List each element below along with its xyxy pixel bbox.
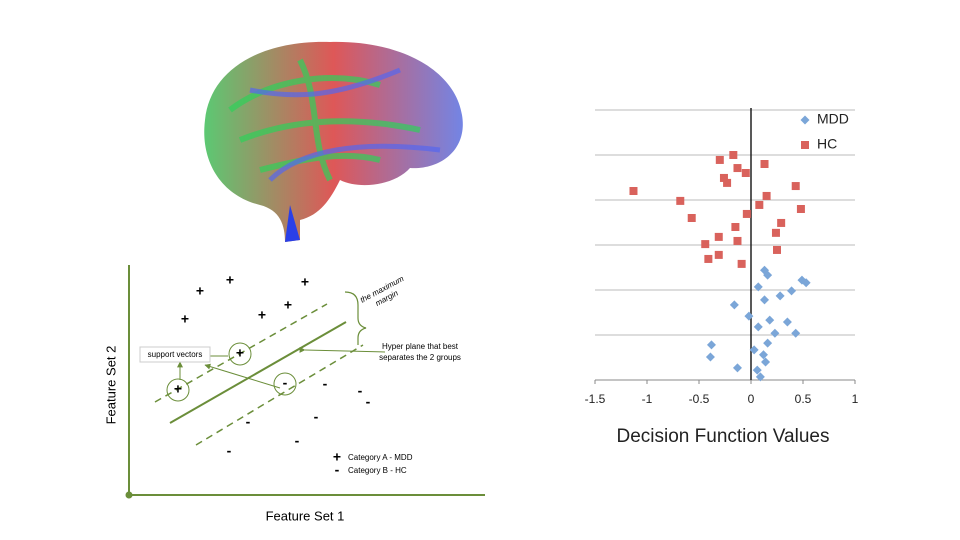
legend-text: Category A - MDD xyxy=(348,453,413,462)
point xyxy=(723,178,732,187)
point xyxy=(742,209,751,218)
point xyxy=(787,286,797,296)
point xyxy=(629,187,638,195)
svg-text:+: + xyxy=(181,311,189,327)
point xyxy=(801,278,811,288)
point xyxy=(704,254,713,263)
point xyxy=(760,295,770,305)
svg-text:-: - xyxy=(246,414,251,430)
svg-text:+: + xyxy=(196,283,204,299)
point xyxy=(782,317,792,327)
point xyxy=(733,236,742,245)
point xyxy=(760,160,769,168)
svg-text:-: - xyxy=(323,376,328,392)
point xyxy=(744,311,754,321)
point xyxy=(791,182,800,191)
svg-text:-: - xyxy=(335,462,340,478)
point xyxy=(770,328,780,338)
point xyxy=(762,191,771,200)
point xyxy=(737,259,746,268)
svg-text:+: + xyxy=(236,345,244,361)
point xyxy=(791,328,801,338)
point xyxy=(765,315,775,325)
point xyxy=(758,350,768,360)
point xyxy=(800,115,810,125)
svg-text:+: + xyxy=(226,272,234,288)
point xyxy=(741,169,750,177)
point xyxy=(729,151,738,159)
point xyxy=(715,155,724,164)
point xyxy=(731,223,740,231)
svm-points: ++ ++ ++++ - - ------ +- xyxy=(174,272,371,478)
point xyxy=(763,338,773,348)
svg-text:+: + xyxy=(333,449,341,465)
support-vectors-label: support vectors xyxy=(148,350,203,359)
point xyxy=(733,164,742,173)
point xyxy=(755,372,765,382)
svg-text:+: + xyxy=(174,381,182,397)
x-tick-label: 0.5 xyxy=(795,392,812,406)
point xyxy=(701,240,710,249)
x-axis-title: Decision Function Values xyxy=(617,426,830,447)
svg-text:-: - xyxy=(366,394,371,410)
point xyxy=(687,214,696,222)
hyperplane-label: separates the 2 groups xyxy=(379,353,461,362)
x-tick-label: 0 xyxy=(748,392,755,406)
point xyxy=(796,205,805,213)
point xyxy=(706,340,716,350)
x-tick-label: -0.5 xyxy=(689,392,710,406)
x-axis-label: Feature Set 1 xyxy=(266,508,345,523)
svg-text:-: - xyxy=(314,409,319,425)
point xyxy=(732,363,742,373)
point xyxy=(714,250,723,259)
point xyxy=(752,365,762,375)
scatter-chart: -1.5 -1 -0.5 0 0.5 1 MDD HC xyxy=(585,108,859,406)
point xyxy=(801,141,809,149)
y-axis-label: Feature Set 2 xyxy=(103,346,118,425)
svm-diagram xyxy=(125,265,485,499)
svg-text:-: - xyxy=(227,443,232,459)
point xyxy=(753,282,763,292)
svg-text:+: + xyxy=(258,307,266,323)
legend-label: HC xyxy=(817,136,837,152)
legend-label: MDD xyxy=(817,111,849,127)
point xyxy=(729,300,739,310)
point xyxy=(771,228,780,237)
point xyxy=(773,245,781,254)
hyperplane-label: Hyper plane that best xyxy=(382,342,459,351)
legend-text: Category B - HC xyxy=(348,466,407,475)
point xyxy=(676,196,685,205)
svg-text:-: - xyxy=(295,433,300,449)
point xyxy=(714,232,723,241)
point xyxy=(763,270,773,280)
point xyxy=(777,218,786,227)
point xyxy=(753,322,763,332)
svg-text:+: + xyxy=(284,297,292,313)
svg-text:-: - xyxy=(358,383,363,399)
point xyxy=(775,291,785,301)
svg-text:-: - xyxy=(283,375,288,391)
point xyxy=(755,200,764,209)
point xyxy=(761,357,771,367)
x-tick-label: 1 xyxy=(852,392,859,406)
brain-image xyxy=(204,41,463,242)
point xyxy=(719,173,728,182)
point xyxy=(705,352,715,362)
x-tick-label: -1.5 xyxy=(585,392,606,406)
point xyxy=(749,345,759,355)
x-tick-label: -1 xyxy=(642,392,653,406)
svg-text:+: + xyxy=(301,274,309,290)
